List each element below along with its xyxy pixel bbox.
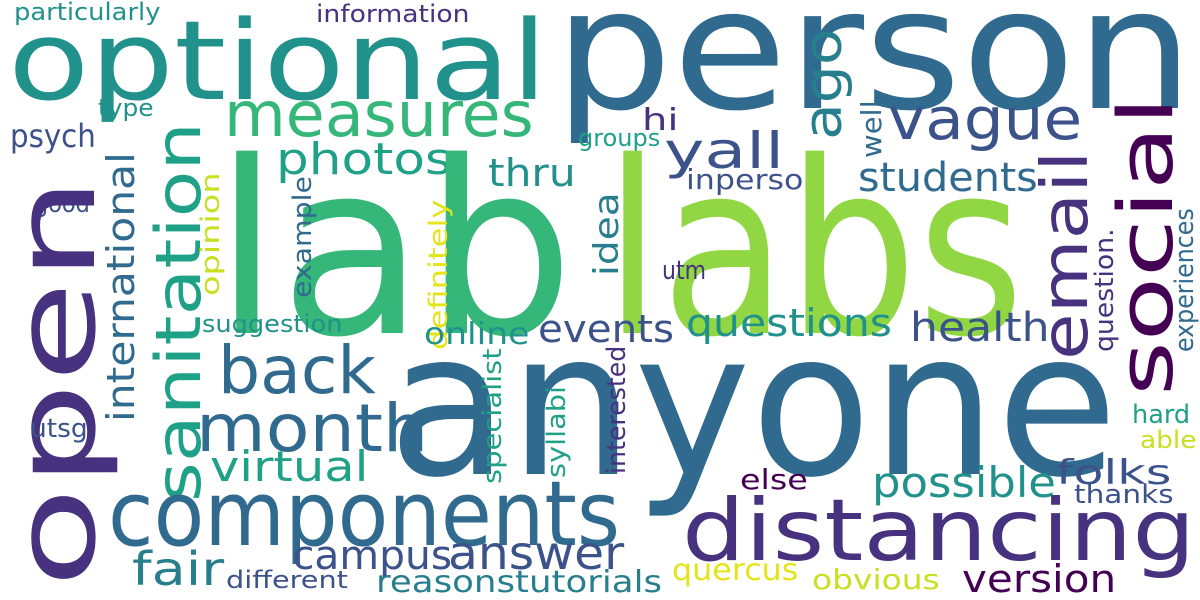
word-folks: folks (1056, 453, 1172, 493)
word-example: example (288, 176, 318, 298)
word-thanks: thanks (1074, 480, 1174, 510)
word-open: open (0, 176, 121, 588)
word-questions: questions (686, 301, 892, 345)
word-experiences: experiences (1170, 208, 1200, 352)
word-photos: photos (276, 134, 452, 185)
word-information: information (316, 0, 470, 28)
word-psych: psych (10, 117, 96, 155)
word-month: month (196, 390, 429, 467)
word-possible: possible (872, 458, 1056, 507)
word-anyone: anyone (388, 289, 1118, 522)
word-fair: fair (132, 542, 225, 596)
word-campus: campus (292, 533, 453, 579)
word-suggestion: suggestion (202, 310, 343, 338)
word-utsg: utsg (30, 414, 88, 444)
word-measures: measures (224, 78, 534, 151)
word-else: else (740, 463, 808, 496)
word-opinion: opinion (196, 172, 226, 296)
word-back: back (218, 332, 376, 409)
word-type: type (98, 94, 154, 122)
word-vague: vague (888, 85, 1083, 153)
word-lab: lab (214, 110, 575, 390)
word-able: able (1140, 426, 1197, 454)
word-particularly: particularly (14, 0, 161, 26)
word-good: good (34, 190, 90, 218)
word-optional: optional (8, 0, 548, 125)
word-person: person (554, 0, 1194, 148)
word-quercus: quercus (672, 553, 799, 588)
word-students: students (858, 155, 1038, 201)
word-answer: answer (448, 526, 625, 580)
word-yall: yall (664, 122, 785, 180)
word-reasonstutorials: reasonstutorials (376, 565, 663, 600)
word-idea: idea (587, 192, 627, 276)
word-version: version (962, 557, 1117, 600)
word-distancing: distancing (682, 481, 1196, 581)
word-groups: groups (578, 124, 661, 152)
word-events: events (538, 307, 675, 351)
word-health: health (910, 305, 1050, 351)
word-online: online (424, 317, 530, 352)
word-hi: hi (642, 103, 679, 138)
word-thru: thru (488, 151, 576, 195)
word-obvious: obvious (812, 563, 940, 596)
word-components: components (108, 462, 621, 567)
word-virtual: virtual (210, 442, 369, 491)
word-utm: utm (662, 256, 706, 286)
word-hard: hard (1132, 400, 1191, 430)
word-interested: interested (602, 345, 632, 474)
word-inperson: inperson (686, 163, 824, 196)
word-different: different (226, 566, 348, 594)
word-labs: labs (604, 110, 1025, 390)
